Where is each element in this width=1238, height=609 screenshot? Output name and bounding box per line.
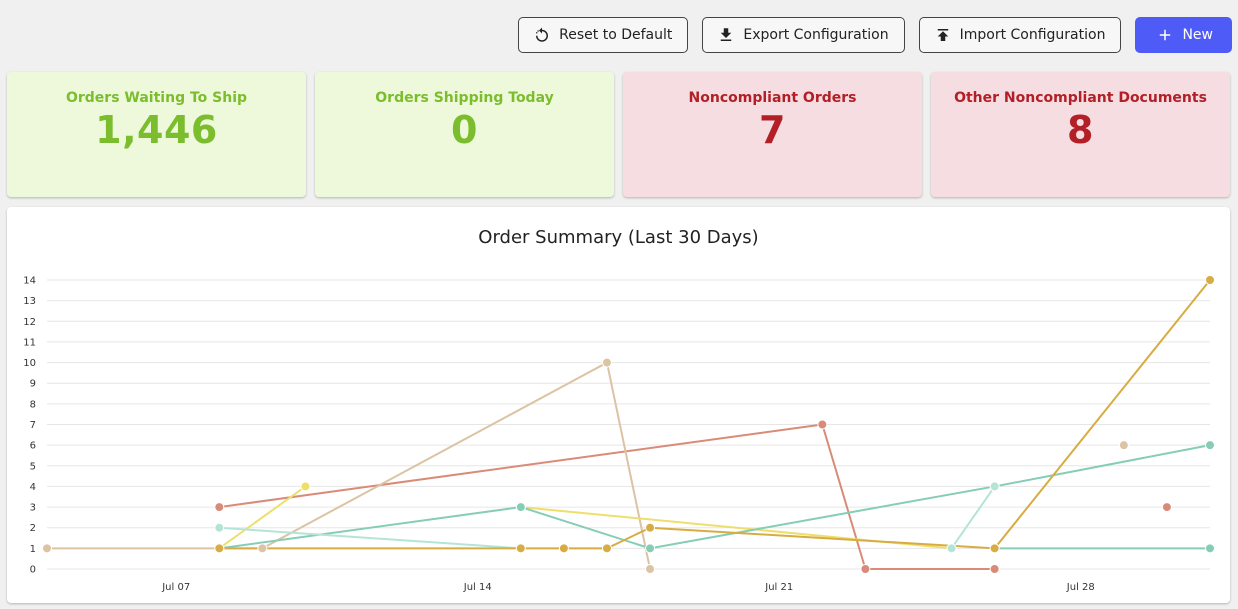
data-point — [860, 564, 871, 574]
data-point — [989, 543, 1000, 554]
chart-title: Order Summary (Last 30 Days) — [478, 227, 759, 248]
y-tick-label: 10 — [23, 358, 36, 369]
x-tick-label: Jul 21 — [764, 582, 793, 593]
card-label: Other Noncompliant Documents — [954, 90, 1207, 106]
import-configuration-label: Import Configuration — [959, 27, 1106, 43]
import-configuration-button[interactable]: Import Configuration — [918, 17, 1122, 53]
series-line — [219, 444, 1211, 550]
y-tick-label: 0 — [30, 565, 36, 576]
series-line — [950, 485, 996, 549]
card-value: 8 — [1067, 108, 1094, 152]
x-tick-label: Jul 28 — [1066, 582, 1095, 593]
y-tick-label: 14 — [23, 276, 36, 287]
card-label: Orders Waiting To Ship — [65, 90, 248, 106]
plus-icon — [1160, 29, 1171, 41]
series-line — [219, 526, 521, 550]
y-tick-label: 9 — [30, 379, 36, 390]
data-point — [645, 522, 656, 533]
y-tick-label: 7 — [30, 420, 36, 431]
data-point — [601, 357, 612, 368]
y-tick-label: 11 — [23, 337, 36, 348]
data-point — [515, 543, 526, 554]
x-tick-label: Jul 14 — [463, 582, 492, 593]
y-tick-label: 8 — [30, 399, 36, 410]
data-point — [1118, 440, 1129, 451]
reset-to-default-label: Reset to Default — [559, 27, 673, 43]
summary-cards: Orders Waiting To Ship 1,446 Orders Ship… — [7, 72, 1230, 197]
data-point — [1161, 502, 1172, 513]
series-line — [218, 485, 307, 550]
y-tick-label: 1 — [30, 544, 36, 555]
data-point — [989, 481, 1000, 492]
noncompliant-orders-card[interactable]: Noncompliant Orders 7 — [623, 72, 922, 197]
data-point — [989, 564, 1000, 574]
card-value: 1,446 — [95, 108, 218, 152]
y-tick-label: 12 — [23, 317, 36, 328]
data-point — [558, 543, 569, 554]
data-point — [1205, 440, 1215, 451]
orders-waiting-to-ship-card[interactable]: Orders Waiting To Ship 1,446 — [7, 72, 306, 197]
data-point — [300, 481, 311, 492]
data-point — [645, 543, 656, 554]
data-point — [1205, 543, 1215, 554]
y-tick-label: 2 — [30, 523, 36, 534]
upload-icon — [937, 29, 948, 41]
x-tick-label: Jul 07 — [161, 582, 190, 593]
orders-shipping-today-card[interactable]: Orders Shipping Today 0 — [315, 72, 614, 197]
new-button[interactable]: New — [1135, 17, 1232, 53]
reset-to-default-button[interactable]: Reset to Default — [518, 17, 689, 53]
toolbar: Reset to Default Export Configuration Im… — [518, 17, 1232, 53]
data-point — [946, 543, 957, 554]
y-tick-label: 5 — [30, 461, 36, 472]
data-point — [214, 522, 225, 533]
y-tick-label: 3 — [30, 503, 36, 514]
card-label: Orders Shipping Today — [375, 90, 554, 106]
data-point — [42, 543, 52, 554]
series-line — [219, 423, 995, 570]
data-point — [817, 419, 828, 430]
data-point — [515, 502, 526, 513]
data-point — [214, 502, 225, 513]
data-point — [1205, 275, 1215, 285]
export-configuration-label: Export Configuration — [743, 27, 889, 43]
card-value: 7 — [759, 108, 786, 152]
export-configuration-button[interactable]: Export Configuration — [702, 17, 905, 53]
y-tick-label: 6 — [30, 441, 36, 452]
other-noncompliant-documents-card[interactable]: Other Noncompliant Documents 8 — [931, 72, 1230, 197]
y-tick-label: 4 — [30, 482, 36, 493]
data-point — [214, 543, 225, 554]
new-label: New — [1182, 27, 1213, 43]
download-icon — [721, 28, 732, 41]
card-value: 0 — [451, 108, 478, 152]
series-line — [47, 361, 652, 570]
data-point — [645, 564, 656, 574]
y-tick-label: 13 — [23, 296, 36, 307]
card-label: Noncompliant Orders — [688, 90, 857, 106]
series-line — [219, 279, 1211, 550]
data-point — [601, 543, 612, 554]
data-point — [257, 543, 268, 554]
reset-icon — [536, 27, 549, 42]
